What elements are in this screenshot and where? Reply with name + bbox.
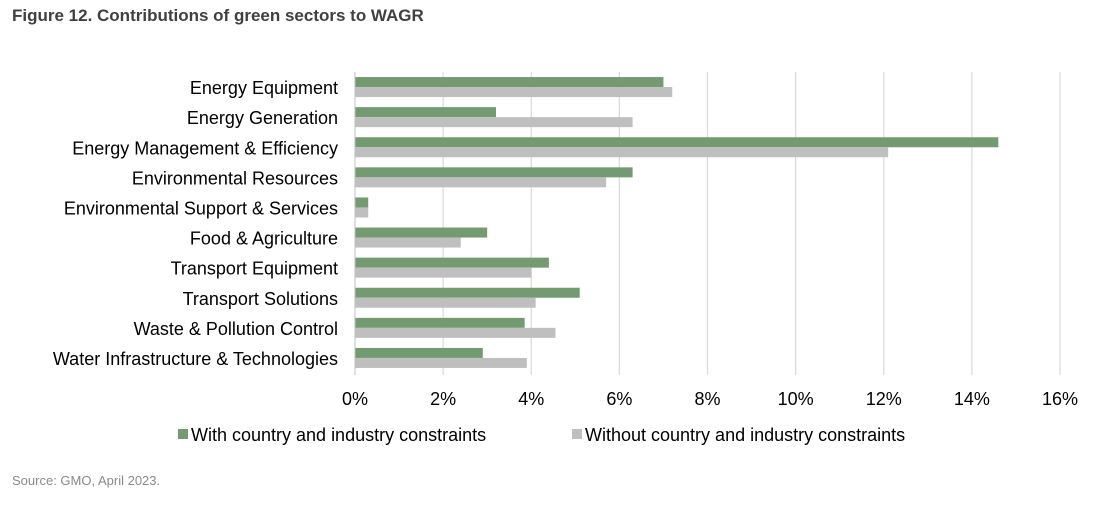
category-label: Waste & Pollution Control: [134, 319, 338, 339]
bar: [355, 317, 525, 328]
x-tick-label: 0%: [342, 389, 368, 409]
bar: [355, 77, 664, 88]
bar: [355, 347, 483, 358]
bar: [355, 167, 633, 178]
bar: [355, 327, 556, 338]
x-tick-label: 4%: [518, 389, 544, 409]
category-label: Environmental Resources: [132, 168, 338, 188]
legend-swatch: [178, 429, 188, 439]
category-label: Transport Equipment: [171, 259, 338, 279]
x-tick-label: 10%: [778, 389, 814, 409]
category-label: Food & Agriculture: [190, 229, 338, 249]
source-note: Source: GMO, April 2023.: [12, 473, 161, 488]
bar: [355, 357, 527, 368]
bar: [355, 137, 999, 148]
category-label: Energy Equipment: [190, 78, 338, 98]
bar: [355, 287, 580, 298]
x-tick-label: 2%: [430, 389, 456, 409]
x-tick-label: 8%: [694, 389, 720, 409]
bar: [355, 207, 369, 218]
bar: [355, 227, 488, 238]
category-label: Energy Generation: [187, 108, 338, 128]
legend-label: Without country and industry constraints: [585, 425, 905, 445]
category-label: Water Infrastructure & Technologies: [53, 349, 338, 369]
bar: [355, 177, 607, 188]
x-tick-label: 16%: [1042, 389, 1078, 409]
bar: [355, 197, 369, 208]
x-tick-label: 6%: [606, 389, 632, 409]
x-tick-label: 14%: [954, 389, 990, 409]
bar: [355, 257, 549, 268]
legend-swatch: [572, 429, 582, 439]
category-label: Transport Solutions: [183, 289, 338, 309]
category-label: Environmental Support & Services: [64, 198, 338, 218]
bar: [355, 297, 536, 308]
x-tick-label: 12%: [866, 389, 902, 409]
bar: [355, 147, 889, 158]
bar: [355, 267, 532, 278]
legend-label: With country and industry constraints: [191, 425, 486, 445]
figure-title: Figure 12. Contributions of green sector…: [12, 6, 424, 25]
bar: [355, 107, 496, 118]
category-label: Energy Management & Efficiency: [72, 138, 338, 158]
bar: [355, 87, 673, 98]
bar: [355, 117, 633, 128]
bar: [355, 237, 461, 248]
